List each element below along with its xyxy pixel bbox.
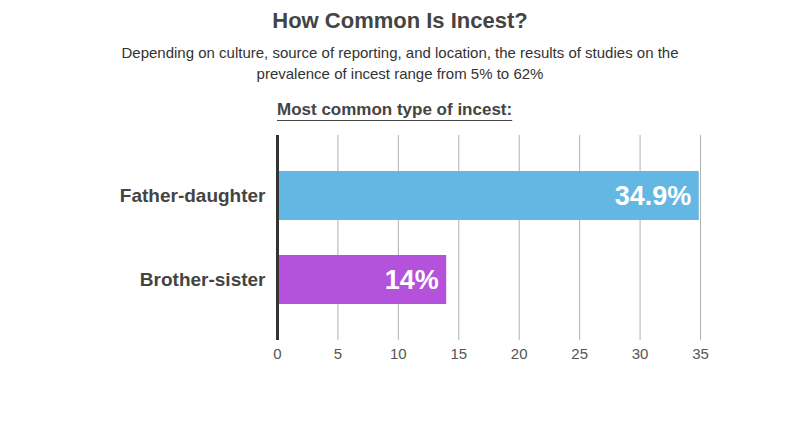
svg-text:35: 35 bbox=[692, 345, 709, 362]
svg-text:14%: 14% bbox=[385, 265, 439, 295]
svg-text:Father-daughter: Father-daughter bbox=[120, 185, 266, 206]
html-text:How Common Is Incest?: How Common Is Incest? bbox=[272, 8, 528, 33]
html-text:Most common type of incest:: Most common type of incest: bbox=[277, 100, 513, 119]
svg-text:25: 25 bbox=[571, 345, 588, 362]
svg-text:30: 30 bbox=[632, 345, 649, 362]
html-text:Depending on culture, source o: Depending on culture, source of reportin… bbox=[121, 44, 679, 82]
svg-text:10: 10 bbox=[390, 345, 407, 362]
svg-text:0: 0 bbox=[273, 345, 281, 362]
svg-text:20: 20 bbox=[511, 345, 528, 362]
svg-text:5: 5 bbox=[334, 345, 342, 362]
svg-text:Brother-sister: Brother-sister bbox=[140, 269, 266, 290]
svg-text:34.9%: 34.9% bbox=[615, 181, 692, 211]
svg-text:15: 15 bbox=[450, 345, 467, 362]
